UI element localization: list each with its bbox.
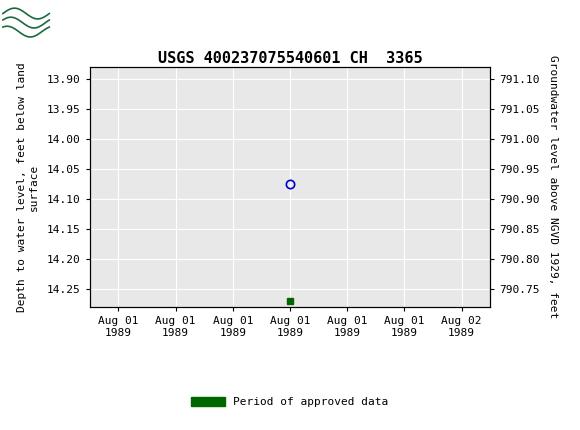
Legend: Period of approved data: Period of approved data xyxy=(187,392,393,412)
Text: USGS: USGS xyxy=(53,14,108,31)
Text: USGS 400237075540601 CH  3365: USGS 400237075540601 CH 3365 xyxy=(158,51,422,65)
FancyBboxPatch shape xyxy=(3,4,49,41)
Y-axis label: Groundwater level above NGVD 1929, feet: Groundwater level above NGVD 1929, feet xyxy=(548,55,558,319)
Y-axis label: Depth to water level, feet below land
surface: Depth to water level, feet below land su… xyxy=(17,62,39,312)
